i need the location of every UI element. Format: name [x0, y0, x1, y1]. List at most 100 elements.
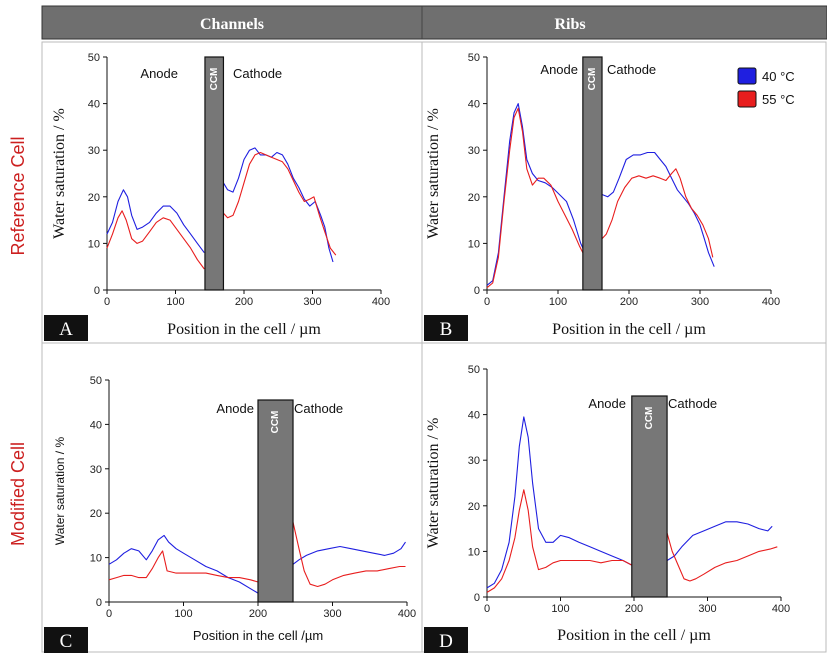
- x-tick-label-d: 100: [551, 603, 569, 615]
- y-tick-label-d: 30: [468, 455, 480, 467]
- y-tick-label-d: 20: [468, 501, 480, 513]
- series-line-b-40c: [486, 103, 584, 286]
- anode-label-b: Anode: [540, 62, 578, 77]
- panel-badge-c: [44, 627, 88, 653]
- x-tick-label-c: 400: [398, 608, 416, 620]
- x-tick-label-d: 400: [772, 603, 790, 615]
- y-tick-label-b: 20: [468, 192, 480, 204]
- cathode-label-b: Cathode: [607, 62, 656, 77]
- y-tick-label-c: 50: [90, 375, 102, 387]
- anode-label-d: Anode: [588, 396, 626, 411]
- panel-letter-d: D: [439, 631, 453, 652]
- y-tick-label-a: 40: [88, 99, 100, 111]
- y-tick-label-a: 0: [94, 285, 100, 297]
- y-tick-label-c: 30: [90, 464, 102, 476]
- y-axis-title-b: Water saturation / %: [425, 108, 442, 239]
- header-bar: [41, 5, 827, 40]
- y-tick-label-a: 50: [88, 52, 100, 64]
- legend-swatch-40c: [737, 67, 757, 85]
- x-tick-label-c: 200: [249, 608, 267, 620]
- row-label-modified: Modified Cell: [8, 442, 28, 546]
- x-tick-label-b: 100: [549, 296, 567, 308]
- series-line-c-55c: [292, 521, 406, 588]
- x-tick-label-c: 300: [323, 608, 341, 620]
- y-tick-label-c: 0: [96, 597, 102, 609]
- series-line-b-55c: [486, 107, 584, 289]
- cathode-label-d: Cathode: [668, 396, 717, 411]
- ccm-label-a: CCM: [209, 68, 220, 91]
- ccm-label-d: CCM: [644, 407, 655, 430]
- legend-label-55c: 55 °C: [762, 92, 795, 107]
- x-tick-label-b: 400: [762, 296, 780, 308]
- y-tick-label-b: 40: [468, 99, 480, 111]
- y-tick-label-b: 30: [468, 145, 480, 157]
- row-label-reference: Reference Cell: [8, 136, 28, 255]
- cathode-label-c: Cathode: [294, 401, 343, 416]
- x-axis-title-a: Position in the cell / µm: [167, 321, 321, 338]
- y-tick-label-a: 30: [88, 145, 100, 157]
- anode-label-a: Anode: [140, 66, 178, 81]
- x-tick-label-d: 300: [698, 603, 716, 615]
- series-line-d-55c: [666, 533, 778, 582]
- chart-a: 0 100 200 300 400 0 10 20 30 40 50 Position in the …: [44, 52, 390, 341]
- x-axis-title-d: Position in the cell / µm: [557, 627, 711, 644]
- y-axis-title-c: Water saturation / %: [53, 437, 67, 546]
- ccm-bar-d: [631, 395, 668, 598]
- header-ribs: Ribs: [554, 16, 585, 33]
- y-tick-label-d: 0: [474, 592, 480, 604]
- panel-badge-b: [424, 315, 468, 341]
- series-line-a-55c: [222, 151, 337, 256]
- x-tick-label-d: 200: [625, 603, 643, 615]
- x-tick-label-c: 100: [174, 608, 192, 620]
- series-line-d-40c: [486, 416, 633, 589]
- y-tick-label-d: 10: [468, 546, 480, 558]
- panel-badge-a: [44, 315, 88, 341]
- series-line-d-55c: [486, 489, 633, 593]
- y-tick-label-d: 40: [468, 410, 480, 422]
- panel-letter-b: B: [440, 319, 453, 340]
- y-tick-label-c: 40: [90, 419, 102, 431]
- y-tick-label-d: 50: [468, 364, 480, 376]
- panel-badge-d: [424, 627, 468, 653]
- x-axis-title-b: Position in the cell / µm: [552, 321, 706, 338]
- series-line-b-40c: [601, 151, 715, 267]
- panel-frame-d: [421, 342, 827, 653]
- y-tick-label-a: 20: [88, 192, 100, 204]
- y-tick-label-c: 10: [90, 553, 102, 565]
- x-tick-label-b: 300: [691, 296, 709, 308]
- header-channels: Channels: [200, 16, 264, 33]
- panel-letter-c: C: [60, 631, 73, 652]
- y-tick-label-a: 10: [88, 238, 100, 250]
- x-tick-label-a: 400: [372, 296, 390, 308]
- y-axis-title-a: Water saturation / %: [51, 108, 68, 239]
- ccm-bar-a: [204, 56, 225, 291]
- x-tick-label-a: 100: [166, 296, 184, 308]
- series-line-d-40c: [666, 521, 773, 561]
- chart-d: 0 100 200 300 400 0 10 20 30 40 50 Position in the …: [424, 364, 790, 653]
- x-tick-label-d: 0: [484, 603, 490, 615]
- ccm-label-b: CCM: [587, 68, 598, 91]
- y-axis-title-d: Water saturation / %: [425, 418, 442, 549]
- panel-letter-a: A: [59, 319, 73, 340]
- series-line-c-40c: [108, 534, 259, 594]
- y-tick-label-b: 10: [468, 238, 480, 250]
- legend-label-40c: 40 °C: [762, 69, 795, 84]
- y-tick-label-b: 0: [474, 285, 480, 297]
- series-line-b-55c: [601, 168, 714, 258]
- series-line-c-55c: [108, 550, 259, 583]
- x-tick-label-a: 200: [235, 296, 253, 308]
- x-tick-label-b: 0: [484, 296, 490, 308]
- ccm-bar-b: [582, 56, 603, 291]
- cathode-label-a: Cathode: [233, 66, 282, 81]
- x-tick-label-a: 0: [104, 296, 110, 308]
- ccm-label-c: CCM: [270, 411, 281, 434]
- series-line-a-40c: [222, 147, 334, 263]
- x-tick-label-c: 0: [106, 608, 112, 620]
- anode-label-c: Anode: [216, 401, 254, 416]
- ccm-bar-c: [257, 399, 294, 603]
- x-axis-title-c: Position in the cell /µm: [193, 628, 323, 643]
- x-tick-label-a: 300: [303, 296, 321, 308]
- chart-b: 0 100 200 300 400 0 10 20 30 40 50 Position in the …: [424, 52, 795, 341]
- chart-c: 0 100 200 300 400 0 10 20 30 40 50 Position in the …: [44, 375, 416, 653]
